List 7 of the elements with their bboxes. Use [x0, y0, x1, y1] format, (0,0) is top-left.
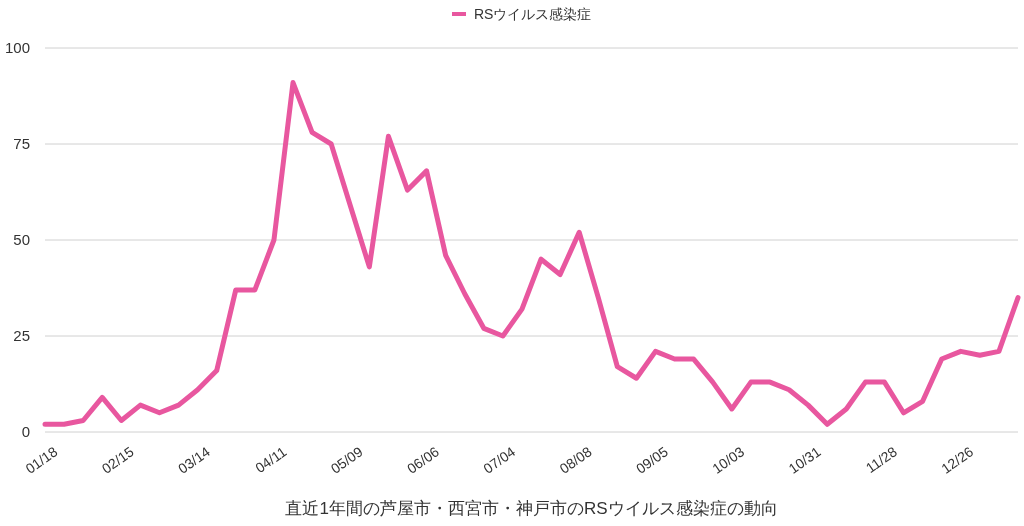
y-tick-label: 25: [13, 327, 30, 345]
legend-label: RSウイルス感染症: [474, 5, 592, 22]
x-axis-title: 直近1年間の芦屋市・西宮市・神戸市のRSウイルス感染症の動向: [285, 499, 778, 518]
y-tick-label: 100: [4, 39, 30, 57]
y-tick-label: 75: [13, 135, 30, 153]
y-tick-label: 50: [13, 231, 30, 249]
y-tick-label: 0: [21, 423, 30, 441]
